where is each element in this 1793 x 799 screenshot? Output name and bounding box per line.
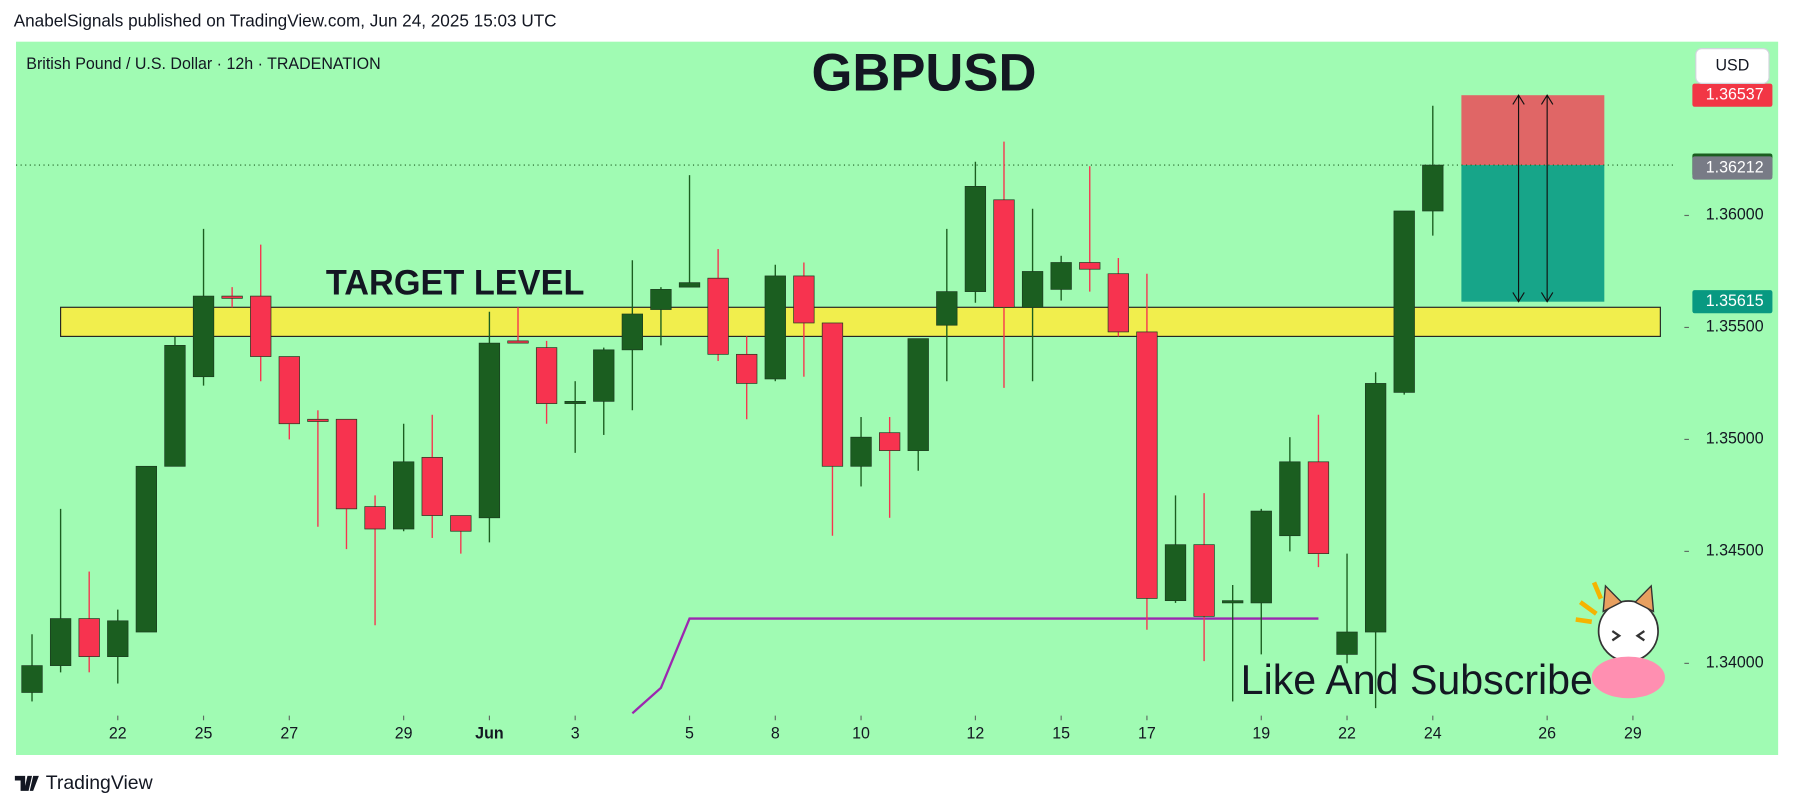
- price-label: 1.36212: [1706, 158, 1764, 176]
- candle-body: [135, 465, 158, 633]
- price-label-bg: [1692, 290, 1773, 314]
- candle-body: [993, 199, 1015, 308]
- candle-body: [1279, 461, 1301, 537]
- candle-body: [1136, 331, 1158, 599]
- y-tick-label: 1.35500: [1706, 318, 1764, 336]
- chart-title: GBPUSD: [811, 43, 1036, 102]
- footer-logo: [14, 775, 39, 791]
- candle-body: [450, 515, 472, 532]
- price-label: 1.35615: [1706, 292, 1764, 310]
- candle-body: [1250, 510, 1272, 604]
- arrow-head: [1540, 94, 1554, 303]
- position-stop: [1461, 95, 1605, 166]
- position-target: [1461, 165, 1605, 302]
- candle-body: [907, 338, 929, 451]
- y-tick-label: 1.35000: [1706, 430, 1764, 448]
- candle-body: [507, 340, 529, 344]
- candle-body: [192, 295, 215, 378]
- candle-body: [793, 275, 815, 324]
- candle-body: [1021, 271, 1044, 308]
- x-tick-label: 22: [1338, 724, 1356, 742]
- publisher-line: AnabelSignals published on TradingView.c…: [14, 10, 557, 30]
- candle-body: [593, 349, 615, 402]
- x-tick-label: 24: [1424, 724, 1442, 742]
- x-tick-label: 5: [685, 724, 694, 742]
- candle-body: [707, 277, 729, 355]
- x-tick-label: 3: [571, 724, 580, 742]
- candle-body: [821, 322, 844, 467]
- candle-body: [535, 347, 558, 404]
- x-tick-label: 25: [195, 724, 213, 742]
- candle-body: [1164, 544, 1187, 602]
- candle-body: [764, 275, 786, 380]
- candle-body: [1222, 600, 1244, 604]
- candle-body: [1336, 631, 1358, 655]
- candle-body: [936, 291, 958, 326]
- candle-body: [564, 401, 586, 404]
- candle-body: [1107, 273, 1129, 333]
- candle-body: [278, 356, 300, 425]
- candle-body: [850, 436, 872, 467]
- currency-label[interactable]: USD: [1715, 56, 1749, 74]
- x-tick-label: 8: [771, 724, 780, 742]
- candle-body: [78, 618, 100, 657]
- arrow-head: [1512, 94, 1525, 303]
- candle-body: [736, 353, 758, 384]
- y-tick-label: 1.34000: [1706, 654, 1764, 672]
- x-tick-label: 27: [280, 724, 298, 742]
- mascot: [1575, 581, 1665, 699]
- candle-body: [364, 506, 386, 530]
- candle-body: [307, 418, 329, 422]
- plot-layer: 1.34000 1.34500 1.35000 1.35500 1.36000 22 25 2…: [21, 83, 1773, 742]
- candle-body: [1079, 262, 1101, 270]
- x-tick-label: 22: [109, 724, 127, 742]
- target-zone: [60, 306, 1661, 337]
- x-tick-label: 12: [966, 724, 984, 742]
- candle-body: [478, 342, 501, 519]
- candle-body: [1050, 262, 1072, 290]
- x-tick-label: 29: [1624, 724, 1642, 742]
- x-tick-label: 26: [1538, 724, 1556, 742]
- x-tick-label: 15: [1052, 724, 1070, 742]
- currency-button[interactable]: [1695, 48, 1770, 84]
- candle-body: [1422, 164, 1444, 212]
- x-tick-label: 29: [395, 724, 413, 742]
- x-tick-label: 10: [852, 724, 870, 742]
- price-label-bg: [1692, 156, 1773, 180]
- target-zone-label: TARGET LEVEL: [326, 264, 585, 302]
- candle-body: [164, 345, 186, 467]
- candle-body: [650, 289, 672, 310]
- candle-body: [1307, 461, 1330, 554]
- x-tick-label: 17: [1138, 724, 1156, 742]
- support-line: [631, 617, 1319, 715]
- x-tick-label: 19: [1252, 724, 1270, 742]
- candle-body: [21, 665, 43, 693]
- x-tick-label: Jun: [475, 724, 503, 742]
- footer-brand: TradingView: [46, 772, 154, 794]
- candle-body: [335, 418, 358, 510]
- candle-body: [221, 295, 243, 299]
- candle-body: [964, 186, 987, 292]
- candle-body: [1393, 210, 1415, 393]
- candle-body: [879, 432, 901, 451]
- price-label: 1.36537: [1706, 85, 1764, 103]
- candle-body: [621, 313, 643, 351]
- y-tick-label: 1.34500: [1706, 542, 1764, 560]
- candle-body: [1364, 383, 1387, 633]
- candle-body: [49, 618, 72, 666]
- symbol-description: British Pound / U.S. Dollar · 12h · TRAD…: [26, 55, 380, 73]
- annotation-text: Like And Subscribe: [1241, 657, 1593, 703]
- candle-body: [107, 620, 129, 657]
- y-tick-label: 1.36000: [1706, 206, 1764, 224]
- price-label-bg: [1692, 83, 1773, 107]
- candle-body: [393, 461, 415, 530]
- candle-body: [1193, 544, 1215, 617]
- candle-body: [421, 456, 443, 516]
- candle-body: [678, 282, 701, 288]
- candle-body: [250, 295, 272, 357]
